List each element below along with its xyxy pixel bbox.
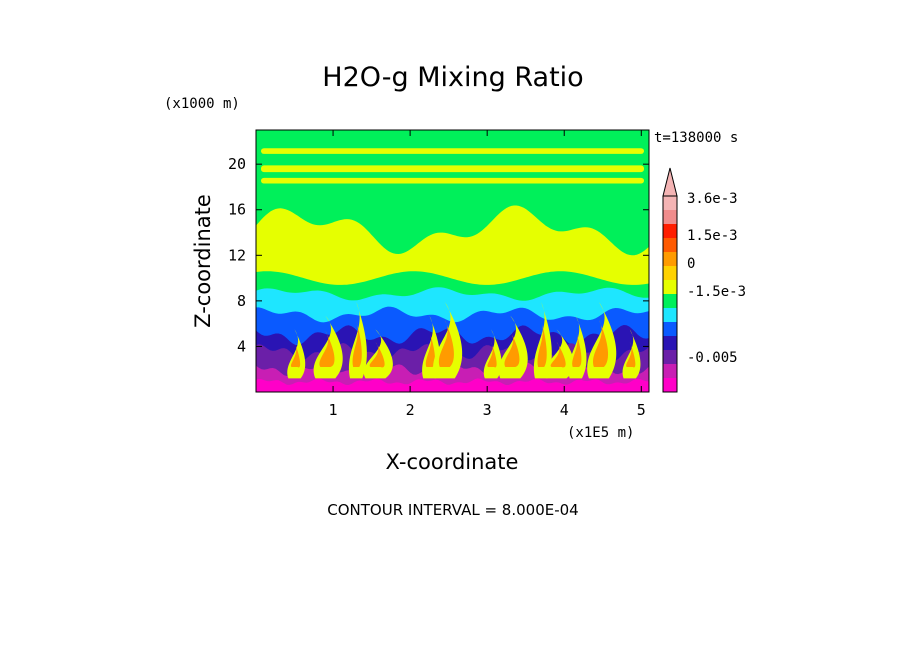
colorbar-tick-label: 1.5e-3 xyxy=(687,228,738,244)
plume-core xyxy=(438,320,454,367)
colorbar-segment xyxy=(663,378,677,392)
colorbar-segment xyxy=(663,210,677,224)
y-units-label: (x1000 m) xyxy=(164,96,240,112)
plume-core xyxy=(626,341,636,368)
colorbar-segment xyxy=(663,308,677,322)
time-label: t=138000 s xyxy=(654,130,738,146)
colorbar-segment xyxy=(663,294,677,308)
colorbar-tick-label: 3.6e-3 xyxy=(687,191,738,207)
y-tick-label: 20 xyxy=(228,155,246,173)
colorbar-segment xyxy=(663,238,677,252)
x-axis-label: X-coordinate xyxy=(386,450,519,474)
x-tick-label: 1 xyxy=(329,401,338,419)
colorbar-segment xyxy=(663,350,677,364)
colorbar-tick-label: -0.005 xyxy=(687,350,738,366)
contour-interval-note: CONTOUR INTERVAL = 8.000E-04 xyxy=(327,501,578,519)
plume-core xyxy=(319,330,335,367)
colorbar-tick-label: 0 xyxy=(687,256,695,272)
plume-core xyxy=(504,330,520,367)
plume-core xyxy=(550,341,566,368)
yellow-mid-region xyxy=(256,205,649,285)
colorbar-segment xyxy=(663,280,677,294)
contour-field xyxy=(256,130,649,392)
upper-moist-band xyxy=(261,148,644,154)
plume-core xyxy=(290,341,301,368)
x-tick-label: 4 xyxy=(560,401,569,419)
y-tick-label: 4 xyxy=(237,337,246,355)
plume-core xyxy=(572,330,582,367)
colorbar-segment xyxy=(663,322,677,336)
upper-moist-band xyxy=(261,165,644,173)
plume-core xyxy=(593,320,609,367)
x-units-label: (x1E5 m) xyxy=(567,425,634,441)
upper-moist-band xyxy=(261,177,644,184)
colorbar-frame xyxy=(662,195,678,393)
colorbar-segment xyxy=(663,364,677,378)
y-axis-label: Z-coordinate xyxy=(191,194,215,328)
plume-core xyxy=(487,341,497,368)
x-tick-label: 5 xyxy=(637,401,646,419)
colorbar: 3.6e-3 1.5e-3 0 -1.5e-3 -0.005 xyxy=(662,167,746,393)
plume-core xyxy=(352,320,362,367)
surface-layer xyxy=(256,378,649,392)
colorbar-segment xyxy=(663,336,677,350)
y-tick-label: 16 xyxy=(228,201,246,219)
colorbar-segment xyxy=(663,196,677,210)
colorbar-tick-label: -1.5e-3 xyxy=(687,284,746,300)
plume-core xyxy=(537,320,547,367)
colorbar-segment xyxy=(663,224,677,238)
colorbar-max-arrow xyxy=(662,167,678,197)
colorbar-segment xyxy=(663,252,677,266)
x-tick-label: 3 xyxy=(483,401,492,419)
y-tick-label: 8 xyxy=(237,292,246,310)
chart-title: H2O-g Mixing Ratio xyxy=(322,62,583,93)
y-tick-label: 12 xyxy=(228,246,246,264)
x-tick-label: 2 xyxy=(406,401,415,419)
plot-frame xyxy=(255,129,650,393)
colorbar-segment xyxy=(663,266,677,280)
plume-core xyxy=(425,330,436,367)
plume-core xyxy=(369,341,385,368)
